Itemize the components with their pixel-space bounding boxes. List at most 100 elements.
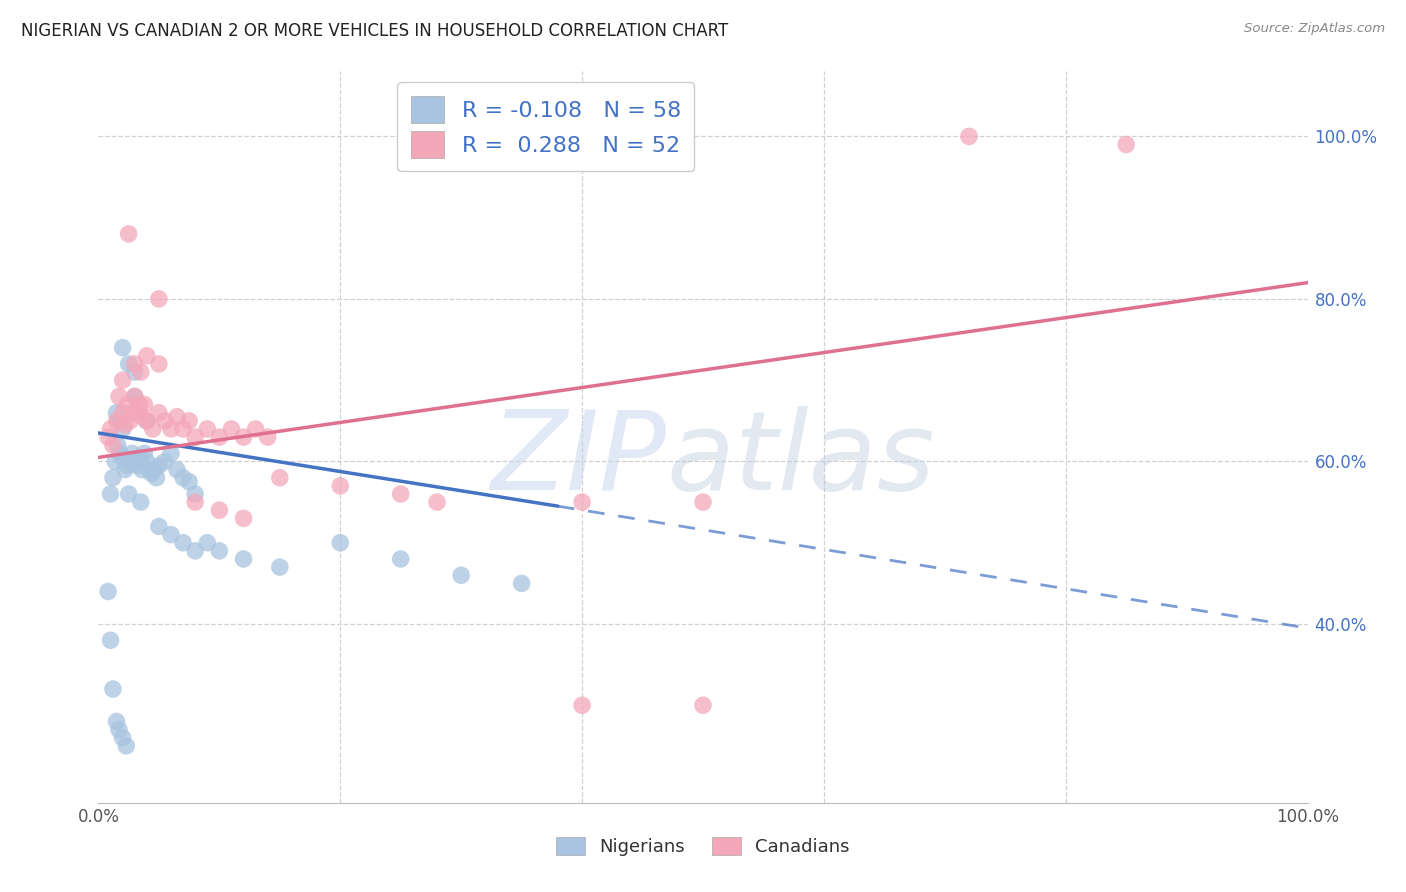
Point [124, 454, 146, 468]
Point [153, 414, 176, 428]
Point [124, 357, 146, 371]
Point [114, 417, 136, 432]
Point [208, 503, 231, 517]
Point [232, 430, 254, 444]
Point [166, 409, 188, 424]
Point [148, 292, 170, 306]
Point [1115, 137, 1137, 152]
Point [101, 438, 124, 452]
Point [571, 698, 593, 713]
Point [160, 527, 183, 541]
Point [128, 398, 150, 412]
Point [172, 535, 194, 549]
Text: ZIP: ZIP [491, 406, 666, 513]
Point [221, 422, 243, 436]
Point [104, 454, 127, 468]
Point [121, 406, 143, 420]
Point [107, 438, 129, 452]
Point [142, 422, 165, 436]
Point [127, 458, 149, 473]
Point [118, 414, 141, 428]
Point [179, 414, 201, 428]
Point [184, 544, 207, 558]
Point [124, 389, 146, 403]
Point [957, 129, 980, 144]
Point [111, 422, 134, 436]
Point [166, 462, 188, 476]
Point [129, 495, 152, 509]
Point [124, 365, 146, 379]
Point [135, 414, 157, 428]
Point [100, 633, 122, 648]
Point [129, 365, 152, 379]
Point [184, 495, 207, 509]
Point [115, 739, 138, 753]
Point [108, 389, 131, 403]
Point [118, 454, 141, 468]
Point [101, 471, 124, 485]
Point [131, 462, 153, 476]
Point [426, 495, 449, 509]
Point [232, 511, 254, 525]
Text: NIGERIAN VS CANADIAN 2 OR MORE VEHICLES IN HOUSEHOLD CORRELATION CHART: NIGERIAN VS CANADIAN 2 OR MORE VEHICLES … [21, 22, 728, 40]
Point [232, 552, 254, 566]
Point [108, 723, 131, 737]
Point [148, 519, 170, 533]
Point [135, 454, 157, 468]
Point [108, 446, 131, 460]
Legend: Nigerians, Canadians: Nigerians, Canadians [548, 830, 858, 863]
Point [118, 227, 141, 241]
Point [100, 422, 122, 436]
Point [143, 462, 166, 476]
Point [256, 430, 278, 444]
Text: Source: ZipAtlas.com: Source: ZipAtlas.com [1244, 22, 1385, 36]
Point [111, 731, 134, 745]
Point [111, 341, 134, 355]
Point [131, 409, 153, 424]
Point [184, 430, 207, 444]
Point [117, 398, 139, 412]
Point [97, 430, 120, 444]
Point [195, 535, 218, 549]
Point [114, 462, 136, 476]
Point [179, 475, 201, 489]
Point [148, 357, 170, 371]
Point [141, 467, 163, 481]
Point [108, 414, 131, 428]
Point [184, 487, 207, 501]
Point [245, 422, 267, 436]
Point [101, 681, 124, 696]
Point [329, 479, 352, 493]
Point [172, 471, 194, 485]
Point [111, 450, 134, 465]
Point [692, 495, 714, 509]
Point [148, 406, 170, 420]
Point [172, 422, 194, 436]
Point [127, 406, 149, 420]
Point [128, 450, 150, 465]
Text: atlas: atlas [666, 406, 935, 513]
Point [153, 454, 176, 468]
Point [124, 389, 146, 403]
Point [160, 446, 183, 460]
Point [269, 471, 291, 485]
Point [135, 414, 157, 428]
Point [111, 373, 134, 387]
Point [145, 471, 167, 485]
Point [208, 544, 231, 558]
Point [195, 422, 218, 436]
Point [134, 398, 156, 412]
Point [118, 487, 141, 501]
Point [121, 446, 143, 460]
Point [97, 584, 120, 599]
Point [329, 535, 352, 549]
Point [100, 487, 122, 501]
Point [269, 560, 291, 574]
Point [105, 406, 128, 420]
Point [510, 576, 533, 591]
Point [134, 446, 156, 460]
Point [692, 698, 714, 713]
Point [105, 714, 128, 729]
Point [117, 458, 139, 473]
Point [118, 357, 141, 371]
